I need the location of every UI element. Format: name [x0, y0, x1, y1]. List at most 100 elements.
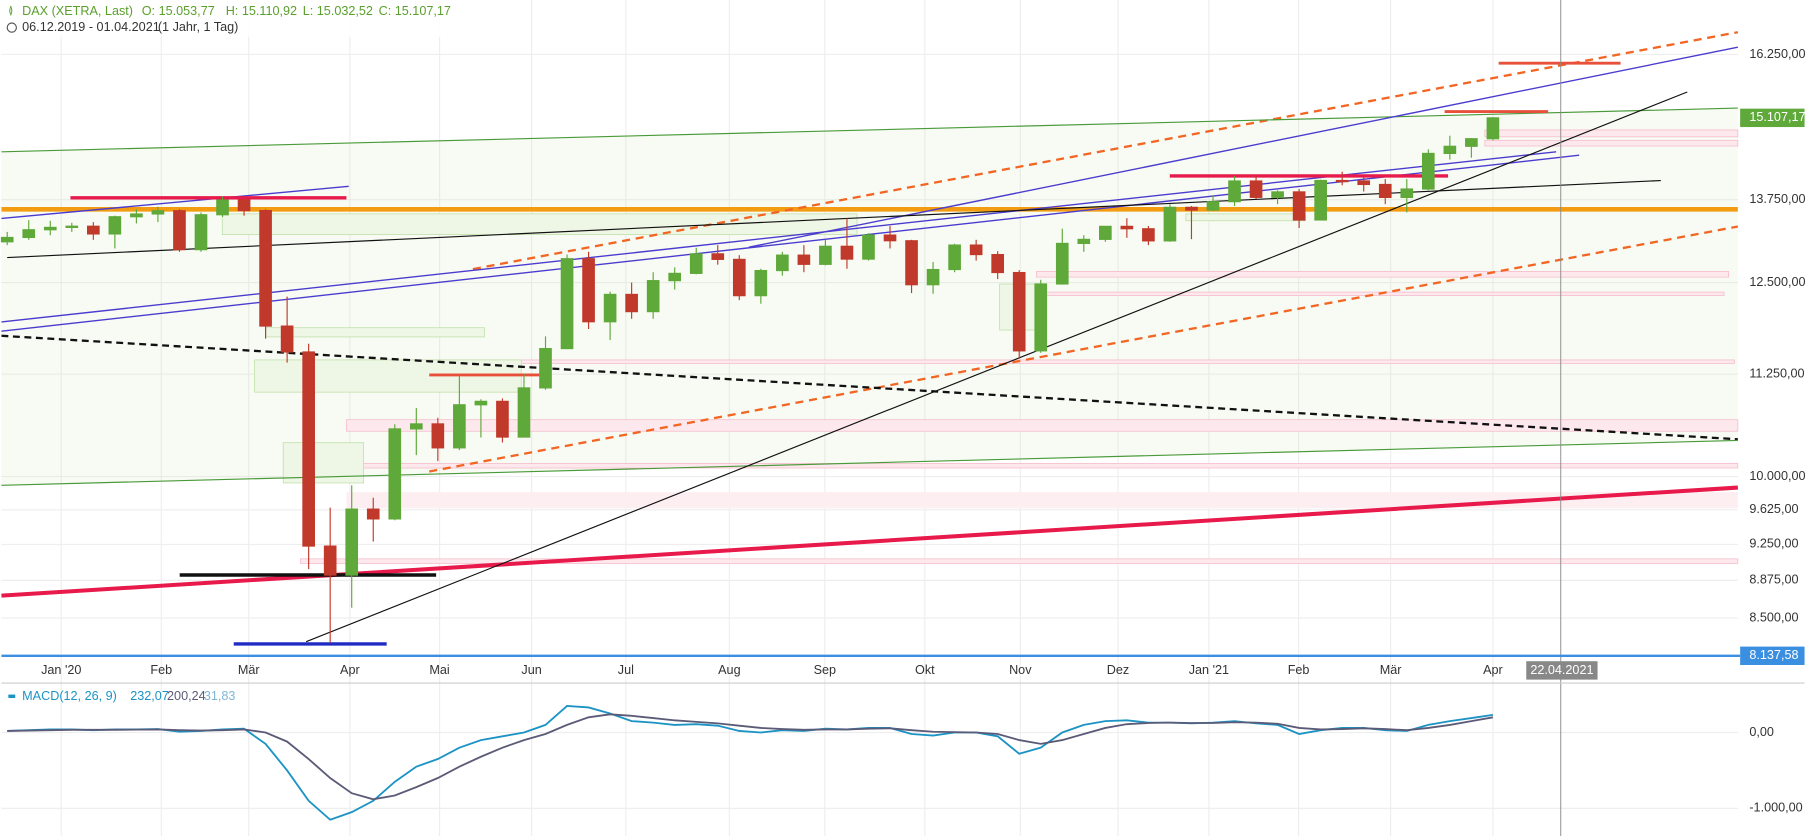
crosshair-label: 22.04.2021: [1530, 663, 1593, 677]
candle-body: [1465, 138, 1478, 147]
y-tick-label: 8.875,00: [1749, 573, 1798, 587]
candle-body: [1421, 152, 1435, 190]
y-tick-label: 12.500,00: [1749, 275, 1805, 289]
candle-body: [1142, 228, 1155, 242]
header-bg: [1, 0, 462, 37]
candle-body: [345, 508, 359, 576]
grid: [1, 0, 1738, 836]
x-tick-label: Okt: [915, 663, 935, 677]
candle-body: [969, 244, 983, 256]
candle-body: [582, 258, 595, 323]
candle-body: [1163, 206, 1177, 242]
candle-body: [388, 428, 402, 520]
range: 06.12.2019 - 01.04.2021: [22, 20, 160, 34]
low: L: 15.032,52: [303, 4, 373, 18]
x-tick-label: Sep: [814, 663, 836, 677]
title: DAX (XETRA, Last): [22, 4, 133, 18]
candle-body: [1185, 206, 1198, 211]
candle-body: [194, 214, 208, 251]
candle-body: [323, 545, 337, 576]
icon: ≬: [8, 6, 13, 17]
y-tick-label: 13.750,00: [1749, 192, 1805, 206]
candle-body: [1400, 188, 1414, 199]
candles: [0, 117, 1500, 821]
x-tick-label: Jul: [618, 663, 634, 677]
candle-body: [474, 400, 488, 406]
candle-body: [905, 240, 918, 286]
y-tick-label: 8.500,00: [1749, 610, 1798, 624]
candle-body: [1292, 191, 1306, 221]
y-tick-label: 9.250,00: [1749, 537, 1798, 551]
candle-body: [1077, 238, 1091, 244]
candle-body: [603, 293, 617, 323]
candle-body: [280, 325, 294, 353]
macd-legend-value: 232,07: [130, 689, 169, 703]
candle-body: [1034, 283, 1048, 352]
candle-body: [1228, 180, 1241, 203]
candle-body: [237, 199, 251, 212]
candle-body: [646, 280, 660, 313]
candle-body: [883, 234, 897, 242]
candle-body: [840, 245, 854, 260]
x-tick-label: Mär: [1380, 663, 1402, 677]
candle-body: [732, 258, 746, 297]
last-price-box: [1740, 108, 1805, 128]
y-tick-label: 11.250,00: [1749, 367, 1804, 381]
candle-body: [22, 229, 36, 239]
candle-body: [453, 404, 466, 449]
candle-body: [302, 351, 315, 547]
macd-y-tick-label: 0,00: [1749, 725, 1774, 739]
last-price-label: 15.107,17: [1749, 110, 1805, 124]
candle-body: [1271, 191, 1284, 198]
candle-body: [1357, 180, 1371, 186]
candle-body: [560, 258, 574, 350]
candle-body: [1443, 145, 1457, 154]
candle-body: [668, 272, 682, 282]
candle-body: [173, 210, 186, 251]
candle-body: [1055, 242, 1069, 285]
macd-y-tick-label: -1.000,00: [1749, 801, 1802, 815]
low-line-box: [1740, 646, 1805, 665]
macd-line: [7, 713, 1494, 801]
candle-body: [1120, 225, 1134, 230]
candle-body: [1486, 117, 1500, 140]
candle-body: [1249, 180, 1263, 198]
x-tick-label: Feb: [150, 663, 172, 677]
candle-body: [1378, 183, 1392, 199]
x-tick-label: Jun: [521, 663, 541, 677]
candle-body: [948, 244, 961, 271]
y-tick-label: 10.000,00: [1749, 469, 1805, 483]
x-tick-label: Nov: [1009, 663, 1032, 677]
candle-body: [711, 253, 725, 260]
candle-body: [496, 400, 509, 438]
x-tick-label: Apr: [340, 663, 360, 677]
y-tick-label: 16.250,00: [1749, 47, 1805, 61]
candle-body: [1335, 179, 1349, 183]
candle-body: [87, 225, 100, 235]
candle-body: [151, 210, 165, 215]
x-tick-label: Mai: [429, 663, 449, 677]
x-tick-label: Jan '20: [41, 663, 81, 677]
low-line-label: 8.137,58: [1749, 648, 1798, 662]
period: (1 Jahr, 1 Tag): [158, 20, 238, 34]
macd-icon: [8, 694, 16, 699]
candle-body: [776, 254, 789, 272]
x-tick-label: Dez: [1107, 663, 1129, 677]
y-tick-label: 9.625,00: [1749, 502, 1798, 516]
candle-body: [754, 269, 768, 297]
candle-body: [65, 225, 79, 228]
candle-body: [431, 423, 445, 449]
candle-body: [1099, 225, 1112, 240]
candle-body: [539, 348, 552, 389]
candle-body: [259, 210, 272, 327]
x-tick-label: Jan '21: [1189, 663, 1229, 677]
x-tick-label: Feb: [1288, 663, 1310, 677]
high: H: 15.110,92: [226, 4, 297, 18]
macd-legend-value: 31,83: [204, 689, 236, 703]
x-tick-label: Apr: [1483, 663, 1503, 677]
candle-body: [1314, 179, 1327, 221]
candle-body: [0, 236, 14, 243]
clock-icon: [6, 22, 17, 33]
